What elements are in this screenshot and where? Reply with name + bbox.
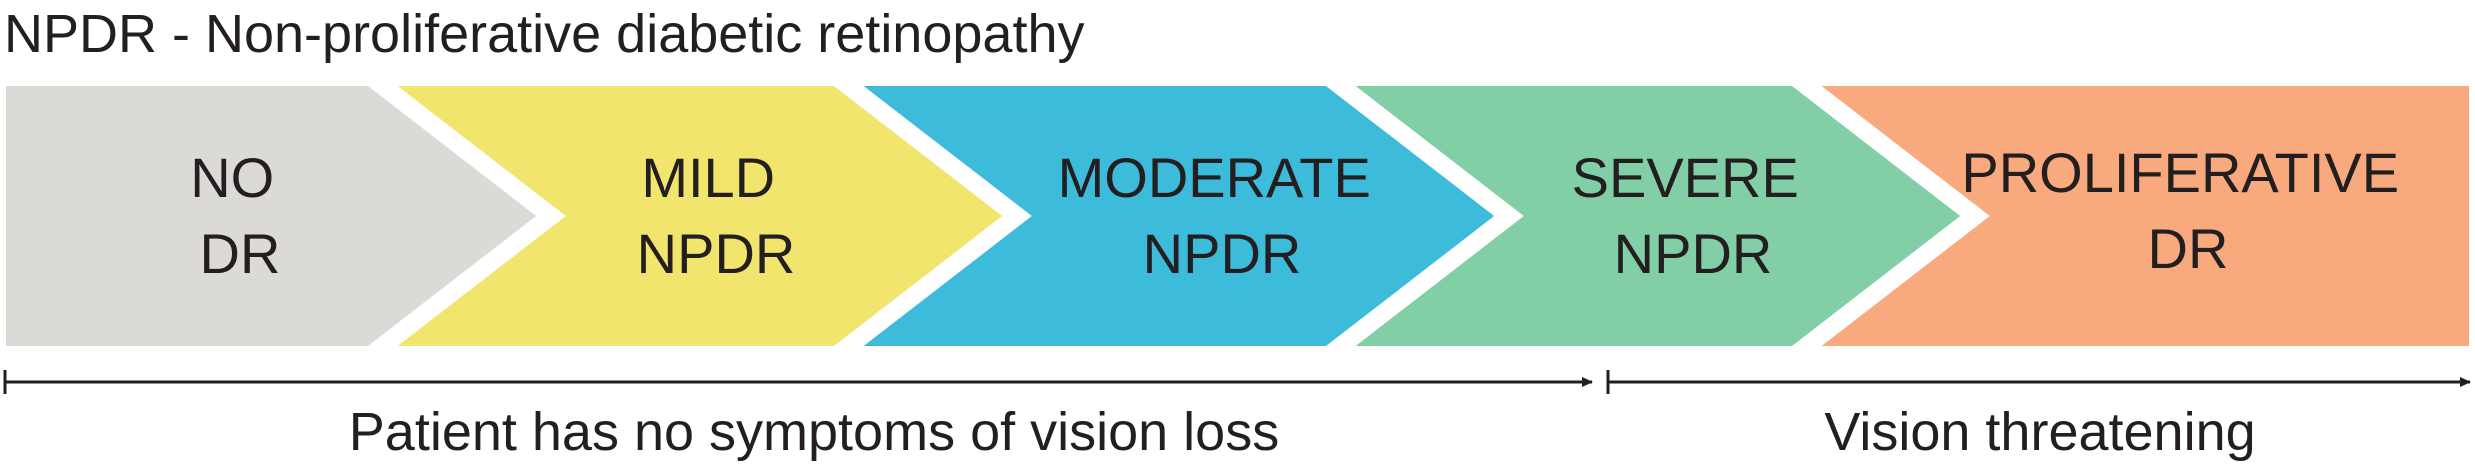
range-label-vision-threatening: Vision threatening — [1824, 402, 2255, 462]
stage-label-line2: NPDR — [637, 222, 796, 285]
stage-label-no-dr: NO DR — [190, 146, 290, 285]
stage-chevron-severe-npdr — [1320, 74, 1980, 358]
stage-label-line2: DR — [200, 222, 281, 285]
stage-label-line2: NPDR — [1143, 222, 1302, 285]
stage-label-line1: NO — [190, 146, 274, 209]
stage-label-line1: PROLIFERATIVE — [1961, 141, 2399, 204]
diagram-title: NPDR - Non-proliferative diabetic retino… — [4, 4, 1085, 64]
stage-label-line1: MILD — [641, 146, 775, 209]
stage-label-line2: NPDR — [1614, 222, 1773, 285]
stage-chevron-proliferative-dr — [1786, 74, 2475, 358]
stage-label-line1: MODERATE — [1058, 146, 1371, 209]
range-label-no-symptoms: Patient has no symptoms of vision loss — [349, 402, 1279, 462]
stage-chevron-mild-npdr — [362, 74, 1022, 358]
stage-chevron-moderate-npdr — [828, 74, 1514, 358]
stage-label-moderate-npdr: MODERATE NPDR — [1058, 146, 1387, 285]
stage-label-line1: SEVERE — [1572, 146, 1799, 209]
stage-chevron-no-dr — [0, 74, 556, 358]
stage-label-proliferative-dr: PROLIFERATIVE DR — [1961, 141, 2414, 280]
stage-label-severe-npdr: SEVERE NPDR — [1572, 146, 1815, 285]
stage-label-mild-npdr: MILD NPDR — [637, 146, 796, 285]
stage-label-line2: DR — [2148, 217, 2229, 280]
